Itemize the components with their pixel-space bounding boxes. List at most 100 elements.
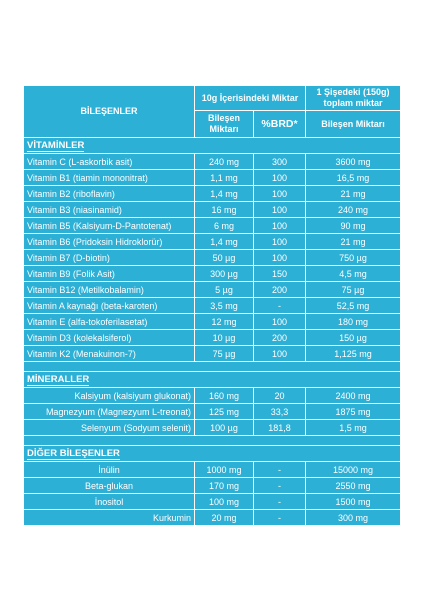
ingredient-total: 1500 mg (305, 493, 402, 510)
ingredient-name: Kurkumin (23, 509, 195, 526)
ingredient-row: Vitamin B3 (niasinamid) 16 mg 100 240 mg (23, 201, 402, 218)
section-title: MİNERALLER (27, 373, 90, 386)
spacer-row (22, 435, 402, 446)
ingredient-total: 3600 mg (305, 153, 402, 170)
ingredient-amount: 3,5 mg (194, 297, 254, 314)
ingredient-brd: - (252, 297, 307, 314)
ingredient-name: Vitamin B5 (Kalsiyum-D-Pantotenat) (23, 217, 195, 234)
ingredient-amount: 10 µg (194, 329, 254, 346)
ingredient-brd: 100 (252, 345, 307, 362)
ingredient-brd: 150 (252, 265, 307, 282)
ingredient-row: Selenyum (Sodyum selenit) 100 µg 181,8 1,5 … (23, 419, 402, 436)
ingredient-row: Vitamin B2 (riboflavin) 1,4 mg 100 21 mg (23, 185, 402, 202)
ingredient-total: 1,125 mg (305, 345, 402, 362)
ingredient-total: 4,5 mg (305, 265, 402, 282)
ingredient-name: Vitamin B12 (Metilkobalamin) (23, 281, 195, 298)
ingredient-row: Vitamin C (L-askorbik asit) 240 mg 300 3600… (23, 153, 402, 170)
ingredient-name: Selenyum (Sodyum selenit) (23, 419, 195, 436)
ingredient-brd: 100 (252, 233, 307, 250)
ingredient-amount: 6 mg (194, 217, 254, 234)
ingredient-brd: 181,8 (252, 419, 307, 436)
ingredient-amount: 50 µg (194, 249, 254, 266)
ingredient-brd: 100 (252, 169, 307, 186)
header-component-amount: Bileşen Miktarı (194, 110, 254, 138)
header-component-amount-total: Bileşen Miktarı (305, 110, 402, 138)
section-title-cell: DİĞER BİLEŞENLER (22, 445, 402, 462)
ingredient-total: 2400 mg (305, 387, 402, 404)
ingredient-brd: - (252, 477, 307, 494)
ingredient-name: Beta-glukan (23, 477, 195, 494)
ingredient-row: Vitamin B5 (Kalsiyum-D-Pantotenat) 6 mg 10… (23, 217, 402, 234)
ingredient-row: Vitamin B7 (D-biotin) 50 µg 100 750 µg (23, 249, 402, 266)
ingredient-row: Vitamin B9 (Folik Asit) 300 µg 150 4,5 mg (23, 265, 402, 282)
ingredient-amount: 240 mg (194, 153, 254, 170)
ingredient-total: 90 mg (305, 217, 402, 234)
ingredient-total: 52,5 mg (305, 297, 402, 314)
ingredient-total: 240 mg (305, 201, 402, 218)
ingredient-total: 21 mg (305, 233, 402, 250)
ingredient-brd: 100 (252, 185, 307, 202)
ingredient-name: Vitamin A kaynağı (beta-karoten) (23, 297, 195, 314)
ingredient-name: Vitamin K2 (Menakuinon-7) (23, 345, 195, 362)
section-title-cell: MİNERALLER (22, 371, 402, 388)
ingredient-brd: 300 (252, 153, 307, 170)
ingredient-amount: 300 µg (194, 265, 254, 282)
ingredient-name: İnülin (23, 461, 195, 478)
ingredient-name: Vitamin B9 (Folik Asit) (23, 265, 195, 282)
ingredient-total: 1875 mg (305, 403, 402, 420)
ingredient-total: 750 µg (305, 249, 402, 266)
ingredient-name: Vitamin B2 (riboflavin) (23, 185, 195, 202)
header-10g-amount: 10g İçerisindeki Miktar (193, 85, 307, 111)
ingredient-name: Vitamin D3 (kolekalsiferol) (23, 329, 195, 346)
ingredient-amount: 20 mg (194, 509, 254, 526)
ingredient-brd: - (252, 509, 307, 526)
ingredient-total: 21 mg (305, 185, 402, 202)
ingredient-brd: 100 (252, 201, 307, 218)
ingredient-row: İnülin 1000 mg -15000 mg (23, 461, 402, 478)
spacer-cell (22, 435, 402, 446)
spacer-cell (22, 361, 402, 372)
ingredient-row: Vitamin E (alfa-tokoferilasetat) 12 mg 100… (23, 313, 402, 330)
ingredient-brd: 200 (252, 329, 307, 346)
ingredient-name: İnositol (23, 493, 195, 510)
ingredient-row: Vitamin B6 (Pridoksin Hidroklorür) 1,4 mg… (23, 233, 402, 250)
ingredient-row: Vitamin K2 (Menakuinon-7) 75 µg 100 1,125 m… (23, 345, 402, 362)
ingredient-row: Kalsiyum (kalsiyum glukonat) 160 mg 20 2400… (23, 387, 402, 404)
ingredient-name: Vitamin C (L-askorbik asit) (23, 153, 195, 170)
ingredient-amount: 1000 mg (194, 461, 254, 478)
section-header-row: MİNERALLER (22, 371, 402, 388)
ingredient-brd: 33,3 (252, 403, 307, 420)
ingredient-brd: 20 (252, 387, 307, 404)
ingredient-amount: 5 µg (194, 281, 254, 298)
spacer-row (22, 361, 402, 372)
ingredient-total: 150 µg (305, 329, 402, 346)
ingredient-name: Magnezyum (Magnezyum L-treonat) (23, 403, 195, 420)
ingredient-row: Vitamin D3 (kolekalsiferol) 10 µg 200 150 µ… (23, 329, 402, 346)
ingredient-amount: 75 µg (194, 345, 254, 362)
ingredient-amount: 1,1 mg (194, 169, 254, 186)
ingredient-amount: 160 mg (194, 387, 254, 404)
ingredient-brd: - (252, 493, 307, 510)
ingredient-total: 16,5 mg (305, 169, 402, 186)
ingredient-amount: 12 mg (194, 313, 254, 330)
ingredient-brd: 100 (252, 249, 307, 266)
ingredient-amount: 170 mg (194, 477, 254, 494)
ingredient-row: Vitamin B1 (tiamin mononitrat) 1,1 mg 100 1… (23, 169, 402, 186)
ingredient-total: 300 mg (305, 509, 402, 526)
ingredient-total: 75 µg (305, 281, 402, 298)
ingredient-brd: - (252, 461, 307, 478)
ingredient-amount: 1,4 mg (194, 233, 254, 250)
section-title-cell: VİTAMİNLER (22, 137, 402, 154)
section-title: DİĞER BİLEŞENLER (27, 447, 120, 460)
ingredient-row: Beta-glukan 170 mg -2550 mg (23, 477, 402, 494)
header-bottle-total: 1 Şişedeki (150g) toplam miktar (305, 85, 402, 111)
header-row-1: BİLEŞENLER 10g İçerisindeki Miktar 1 Şiş… (23, 85, 402, 138)
ingredient-amount: 100 mg (194, 493, 254, 510)
header-row-2: Bileşen Miktarı %BRD* Bileşen Miktarı (24, 110, 402, 138)
ingredient-brd: 100 (252, 217, 307, 234)
ingredient-brd: 100 (252, 313, 307, 330)
section-title: VİTAMİNLER (27, 139, 85, 152)
ingredient-amount: 16 mg (194, 201, 254, 218)
ingredient-name: Vitamin E (alfa-tokoferilasetat) (23, 313, 195, 330)
ingredient-name: Vitamin B1 (tiamin mononitrat) (23, 169, 195, 186)
